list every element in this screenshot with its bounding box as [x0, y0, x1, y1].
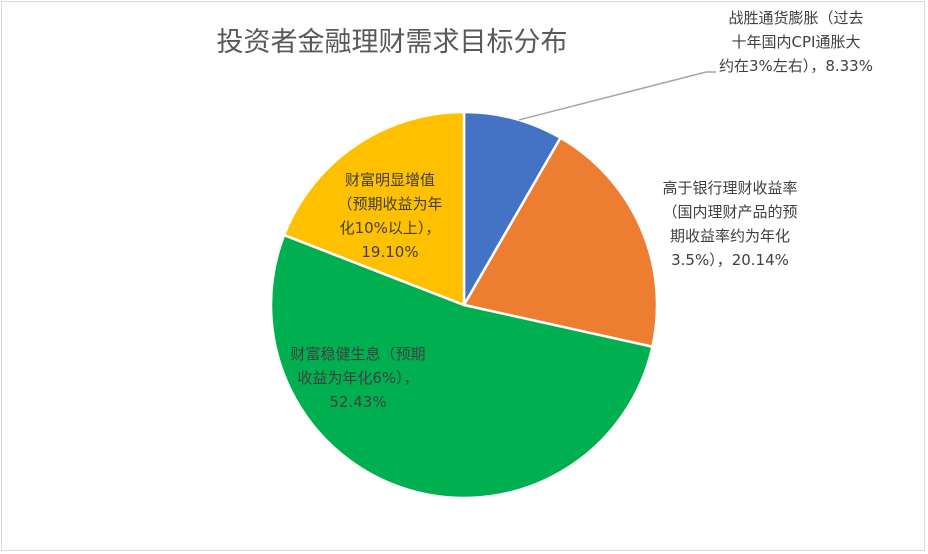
slice-label-inflation: 战胜通货膨胀（过去 十年国内CPI通胀大 约在3%左右），8.33% — [719, 9, 873, 75]
slice-label-significant-growth: 财富明显增值 （预期收益为年 化10%以上）， 19.10% — [337, 171, 443, 261]
chart-title-text: 投资者金融理财需求目标分布 — [216, 27, 568, 58]
chart-title: 投资者金融理财需求目标分布 — [0, 20, 928, 59]
leader-line — [518, 71, 716, 121]
slice-inflation — [462, 110, 562, 307]
slice-label-steady-income: 财富稳健生息（预期 收益为年化6%）， 52.43% — [290, 345, 426, 411]
slice-label-bank-rate: 高于银行理财收益率 （国内理财产品的预 期收益率约为年化 3.5%），20.14… — [662, 179, 798, 269]
slice-bank-rate — [462, 136, 659, 348]
slice-significant-growth — [282, 110, 466, 307]
slice-steady-income — [269, 233, 654, 500]
